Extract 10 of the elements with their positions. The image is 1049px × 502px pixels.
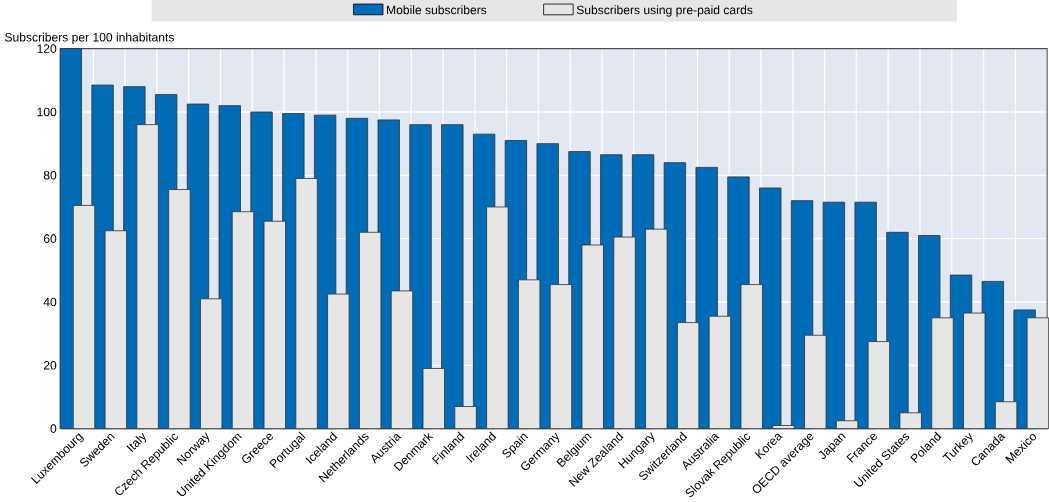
text: Subscribers using pre-paid cards xyxy=(576,5,753,17)
y-tick-label: 60 xyxy=(43,234,57,243)
legend-label: Mobile subscribers xyxy=(387,5,487,15)
y-tick-label: 80 xyxy=(43,170,57,180)
y-tick-label: 0 xyxy=(50,424,57,433)
y-tick-label: 40 xyxy=(43,297,57,307)
y-tick-label: 20 xyxy=(43,361,57,370)
y-tick-label: 120 xyxy=(37,44,57,53)
y-tick-label: 100 xyxy=(37,107,57,117)
y-axis-title: Subscribers per 100 inhabitants xyxy=(5,32,174,44)
